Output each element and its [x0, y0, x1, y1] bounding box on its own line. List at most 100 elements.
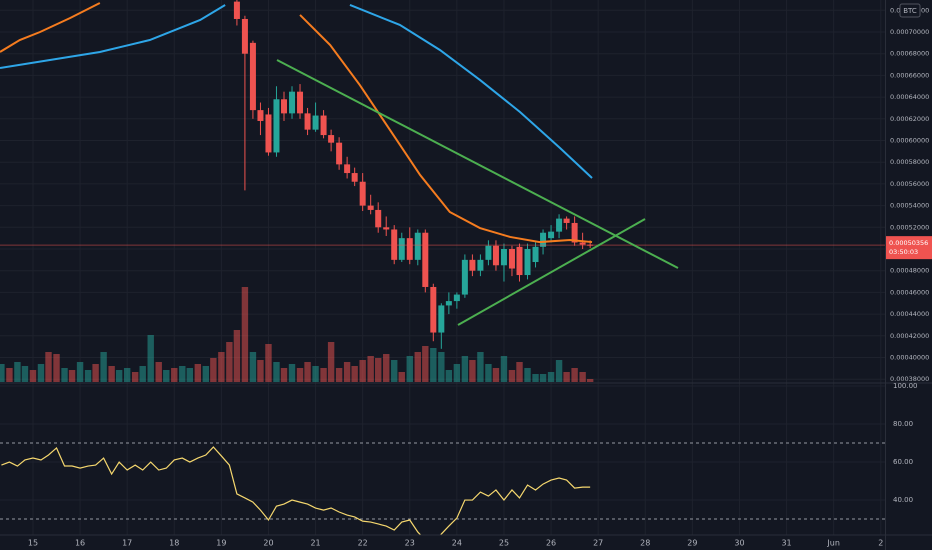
- candle-body: [461, 259, 468, 295]
- y-tick-label: 0.00048000: [890, 267, 929, 275]
- rsi-tick-label: 40.00: [893, 496, 913, 504]
- trend-line: [276, 59, 679, 269]
- candle-body: [563, 218, 570, 223]
- rsi-tick-label: 100.00: [893, 382, 918, 390]
- candle-body: [524, 248, 531, 276]
- candle-body: [359, 181, 366, 206]
- x-tick-label: 19: [216, 539, 226, 548]
- volume-bar: [359, 360, 366, 382]
- volume-bar: [516, 362, 523, 382]
- y-tick-label: 0.00064000: [890, 93, 929, 101]
- y-tick-label: 0.00060000: [890, 136, 929, 144]
- volume-bar: [37, 364, 45, 382]
- volume-bar: [115, 370, 123, 382]
- volume-bar: [249, 352, 257, 382]
- axes: 15 16 17 18 19 20 21 22 23 24 25 26 27 28 29 30 31 Jun 2 0.…: [28, 6, 932, 548]
- volume-bar: [461, 356, 469, 382]
- x-tick-label: 25: [499, 539, 509, 548]
- y-tick-label: 0.00052000: [890, 223, 929, 231]
- volume-bar: [586, 379, 594, 382]
- volume-bar: [6, 368, 13, 382]
- candle-body: [297, 91, 304, 114]
- candle-body: [281, 99, 288, 114]
- volume-bar: [383, 354, 390, 382]
- volume-bar: [265, 344, 272, 382]
- volume-bar: [202, 366, 210, 382]
- candle-body: [367, 205, 374, 210]
- volume-bar: [445, 370, 453, 382]
- volume-bar: [194, 364, 202, 382]
- candle-body: [516, 246, 523, 276]
- volume-bar: [320, 368, 327, 382]
- candle-body: [406, 238, 413, 260]
- volume-bar: [406, 356, 413, 382]
- volume-bar: [477, 352, 484, 382]
- candle-body: [351, 173, 358, 182]
- volume-bar: [139, 366, 146, 382]
- y-tick-label: 0.00070000: [890, 28, 929, 36]
- volume-bar: [555, 360, 563, 382]
- currency-badge: [899, 3, 921, 18]
- candle-body: [304, 113, 311, 130]
- volume-bar: [155, 362, 162, 382]
- volume-bar: [29, 370, 37, 382]
- x-tick-label: 30: [734, 539, 744, 548]
- y-tick-label: 0.00046000: [890, 288, 929, 296]
- candle-body: [249, 42, 256, 111]
- x-tick-label: 22: [358, 539, 368, 548]
- volume-bar: [422, 346, 429, 382]
- x-tick-label: 20: [263, 539, 273, 548]
- candle-body: [571, 222, 578, 243]
- volume-bar: [524, 368, 531, 382]
- volume-bar: [241, 287, 249, 382]
- candle-body: [265, 114, 272, 153]
- candle-body: [548, 231, 555, 239]
- candle-body: [289, 91, 296, 114]
- volume-bar: [453, 364, 461, 382]
- candle-body: [398, 238, 405, 260]
- volume-bar: [218, 352, 225, 382]
- x-tick-label: 23: [405, 539, 415, 548]
- volume-bar: [391, 360, 398, 382]
- volume-bar: [61, 368, 68, 382]
- candle-body: [532, 246, 539, 263]
- candle-body: [320, 115, 327, 136]
- volume-bar: [108, 366, 115, 382]
- volume-bar: [375, 358, 382, 382]
- volume-bar: [492, 368, 500, 382]
- volume-bar: [53, 354, 60, 382]
- volume-bar: [257, 360, 264, 382]
- candle-body: [336, 142, 343, 165]
- x-tick-label: 26: [546, 539, 556, 548]
- x-tick-label: 16: [75, 539, 85, 548]
- last-price-label: 0.00050356: [889, 239, 928, 247]
- candle-body: [430, 286, 437, 333]
- candle-body: [257, 110, 264, 121]
- volume-bar: [398, 372, 405, 382]
- y-tick-label: 0.00042000: [890, 332, 929, 340]
- volume-bar: [45, 352, 52, 382]
- candle-body: [375, 209, 382, 228]
- y-tick-label: 0.00056000: [890, 180, 929, 188]
- volume-bar: [351, 366, 358, 382]
- volume-bar: [84, 370, 92, 382]
- y-tick-label: 0.00044000: [890, 310, 929, 318]
- rsi-pane: [0, 442, 885, 535]
- volume-bar: [304, 362, 311, 382]
- candle-body: [328, 135, 335, 143]
- volume-bar: [147, 335, 154, 382]
- volume-bar: [367, 356, 374, 382]
- volume-bar: [563, 372, 570, 382]
- y-tick-label: 0.00040000: [890, 354, 929, 362]
- volume-bar: [186, 368, 194, 382]
- volume-bar: [68, 370, 76, 382]
- volume-bar: [100, 352, 107, 382]
- volume-bar: [532, 374, 539, 382]
- volume-bar: [438, 352, 445, 382]
- x-tick-label: 2: [878, 539, 883, 548]
- volume-bar: [571, 368, 578, 382]
- drawings: [276, 59, 679, 326]
- volume-bar: [92, 364, 99, 382]
- candle-body: [422, 232, 429, 287]
- volume-bar: [539, 374, 547, 382]
